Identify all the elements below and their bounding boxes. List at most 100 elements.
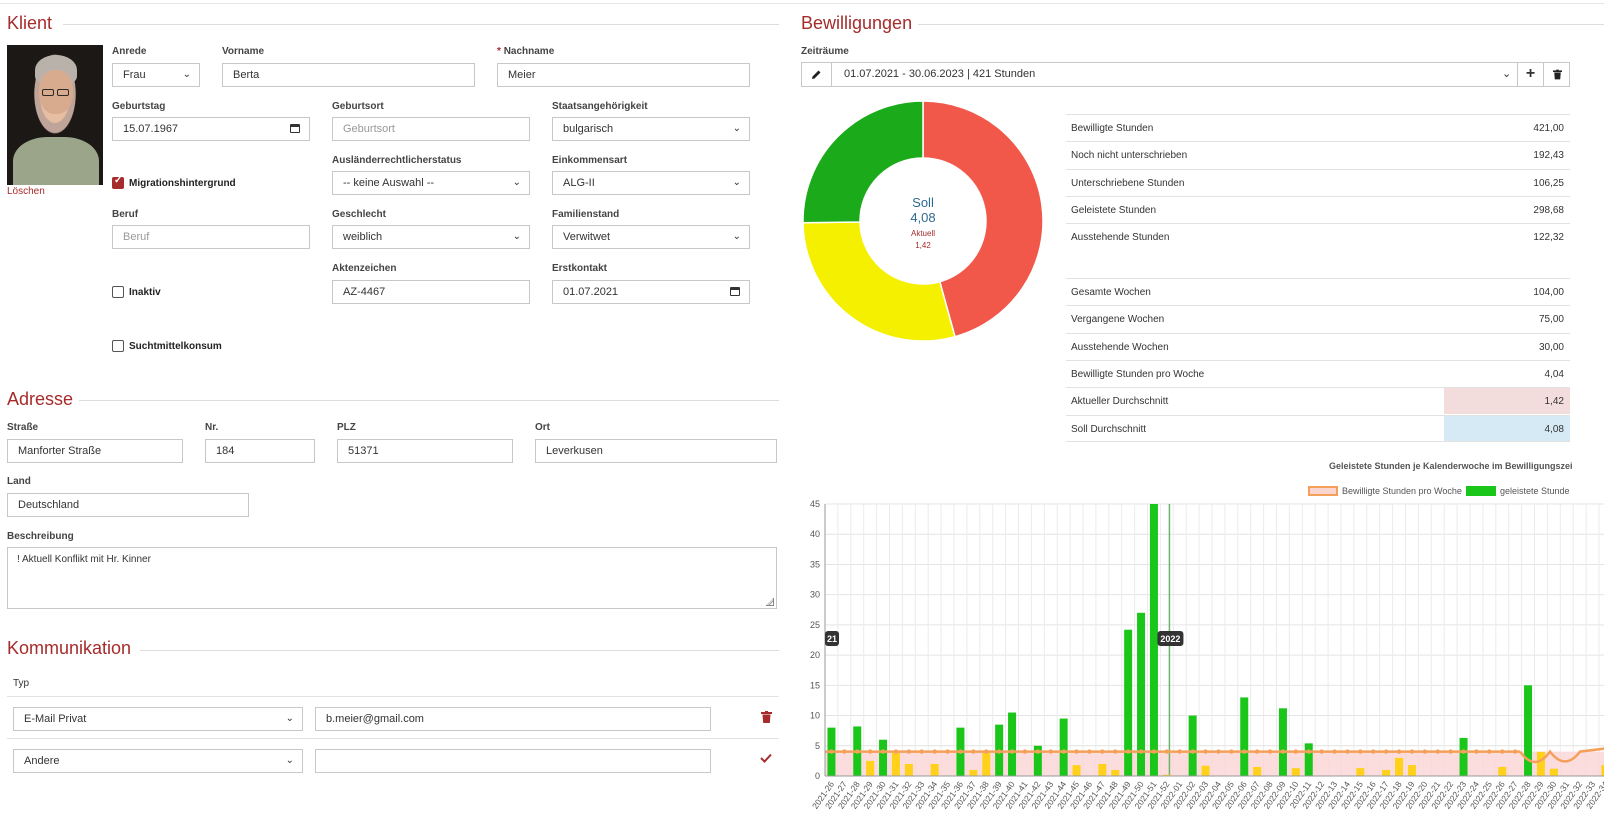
bar	[1124, 629, 1133, 776]
stat-value: 421,00	[1533, 123, 1564, 134]
suchtmittelkonsum-checkbox[interactable]	[112, 340, 124, 352]
komm-typ-select[interactable]: Andere ⌄	[13, 749, 303, 773]
staatsangehoerigkeit-select[interactable]: bulgarisch ⌄	[552, 117, 750, 141]
reference-point	[1435, 749, 1440, 754]
stat-label: Vergangene Wochen	[1071, 314, 1165, 326]
reference-point	[958, 749, 963, 754]
bar	[1149, 504, 1158, 776]
stat-label: Geleistete Stunden	[1071, 204, 1157, 216]
migrationshintergrund-checkbox[interactable]	[112, 175, 124, 189]
bar	[1291, 768, 1300, 776]
aktenzeichen-field[interactable]: AZ-4467	[332, 280, 530, 304]
donut-aktuell-label: Aktuell	[910, 229, 935, 238]
section-rule	[918, 24, 1604, 25]
beruf-field[interactable]: Beruf	[112, 225, 310, 249]
suchtmittelkonsum-label: Suchtmittelkonsum	[129, 341, 222, 352]
vorname-field[interactable]: Berta	[222, 63, 475, 87]
trash-icon[interactable]	[1543, 63, 1571, 86]
weekly-hours-bar-chart: 0510152025303540452021-262021-272021-282…	[810, 499, 1604, 811]
check-icon[interactable]	[760, 752, 772, 766]
plz-field[interactable]: 51371	[337, 439, 513, 463]
nachname-field[interactable]: Meier	[497, 63, 750, 87]
stat-row: Bewilligte Stunden 421,00	[1066, 114, 1570, 141]
geburtstag-field[interactable]: 15.07.1967	[112, 117, 310, 141]
year-marker-badge	[1157, 631, 1184, 646]
reference-point	[855, 749, 860, 754]
stat-label: Bewilligte Stunden pro Woche	[1071, 368, 1205, 380]
reference-point	[1035, 749, 1041, 754]
y-tick-label: 10	[810, 711, 820, 721]
auslaenderstatus-select[interactable]: -- keine Auswahl -- ⌄	[332, 171, 530, 195]
resize-handle[interactable]	[766, 598, 774, 606]
beruf-label: Beruf	[112, 209, 139, 220]
geschlecht-select[interactable]: weiblich ⌄	[332, 225, 530, 249]
geburtsort-field[interactable]: Geburtsort	[332, 117, 530, 141]
komm-value-field[interactable]	[315, 749, 711, 773]
stat-value: 192,43	[1533, 150, 1564, 162]
chevron-down-icon: ⌄	[512, 177, 521, 188]
y-tick-label: 30	[810, 590, 820, 600]
reference-point	[1371, 749, 1376, 754]
reference-point	[1487, 749, 1492, 754]
familienstand-select[interactable]: Verwitwet ⌄	[552, 225, 750, 249]
reference-point	[1345, 749, 1350, 754]
land-field[interactable]: Deutschland	[7, 493, 249, 517]
land-label: Land	[7, 476, 31, 487]
nr-field[interactable]: 184	[205, 439, 315, 463]
chevron-down-icon: ⌄	[285, 713, 294, 724]
anrede-select[interactable]: Frau ⌄	[112, 63, 200, 87]
reference-point	[1138, 749, 1144, 754]
reference-point	[1203, 749, 1208, 754]
bar	[1278, 708, 1287, 776]
reference-point	[1280, 749, 1286, 754]
bar	[904, 763, 913, 776]
reference-point	[945, 749, 950, 754]
hours-donut-chart	[802, 101, 1044, 342]
reference-area	[825, 751, 1604, 776]
pencil-icon[interactable]	[802, 63, 832, 86]
top-divider	[0, 3, 1604, 4]
komm-typ-select[interactable]: E-Mail Privat ⌄	[13, 707, 303, 731]
stat-divider	[1066, 441, 1570, 442]
einkommensart-select[interactable]: ALG-II ⌄	[552, 171, 750, 195]
bar	[1162, 774, 1171, 776]
bar	[1253, 766, 1262, 776]
reference-point	[1267, 749, 1273, 754]
stat-highlight	[1444, 388, 1570, 415]
inaktiv-checkbox[interactable]	[112, 286, 124, 298]
calendar-icon[interactable]	[730, 287, 740, 296]
bar	[1382, 769, 1391, 776]
chevron-down-icon[interactable]: ⌄	[1502, 68, 1512, 80]
client-photo[interactable]	[7, 45, 103, 185]
anrede-label: Anrede	[112, 46, 147, 57]
legend-label-line: Bewilligte Stunden pro Woche	[1342, 486, 1462, 496]
section-rule	[140, 650, 779, 651]
reference-point	[1216, 749, 1221, 754]
calendar-icon[interactable]	[290, 124, 300, 133]
trash-icon[interactable]	[761, 711, 772, 726]
beschreibung-textarea[interactable]: ! Aktuell Konflikt mit Hr. Kinner	[7, 547, 777, 609]
erstkontakt-field[interactable]: 01.07.2021	[552, 280, 750, 304]
stat-value: 298,68	[1533, 204, 1564, 216]
strasse-label: Straße	[7, 422, 39, 433]
stat-row: Ausstehende Wochen 30,00	[1066, 332, 1570, 360]
reference-point	[1254, 749, 1260, 754]
stat-label: Ausstehende Wochen	[1071, 341, 1169, 353]
reference-point	[1293, 749, 1299, 754]
reference-point	[1474, 749, 1479, 754]
y-tick-label: 20	[810, 650, 820, 660]
bar	[969, 769, 978, 776]
komm-value-field[interactable]: b.meier@gmail.com	[315, 707, 711, 731]
stat-row: Bewilligte Stunden pro Woche 4,04	[1066, 359, 1570, 387]
zeitraum-select[interactable]: 01.07.2021 - 30.06.2023 | 421 Stunden	[844, 68, 1036, 80]
reference-point	[880, 749, 886, 754]
donut-slice-2	[802, 221, 956, 342]
ort-field[interactable]: Leverkusen	[535, 439, 777, 463]
delete-photo-link[interactable]: Löschen	[7, 186, 45, 197]
stat-value: 104,00	[1533, 287, 1564, 298]
erstkontakt-value: 01.07.2021	[563, 286, 619, 298]
reference-point	[1177, 749, 1182, 754]
add-icon[interactable]: +	[1517, 63, 1543, 86]
strasse-field[interactable]: Manforter Straße	[7, 439, 183, 463]
bar	[1459, 737, 1468, 776]
